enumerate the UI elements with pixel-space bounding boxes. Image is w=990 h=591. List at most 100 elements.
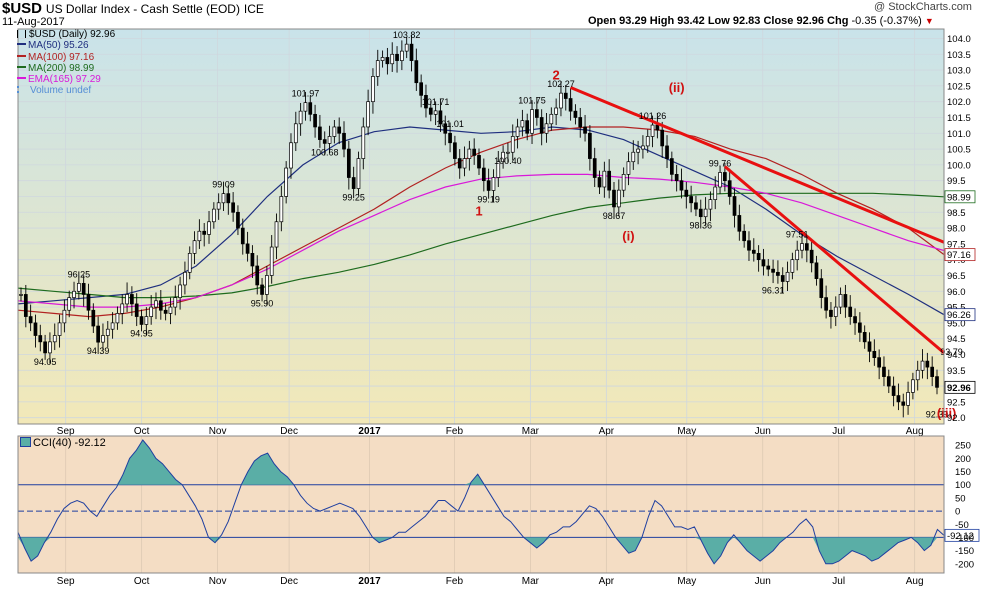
change-value: -0.35 (-0.37%)	[851, 15, 922, 27]
value-annotation: 96.31	[762, 285, 785, 295]
candle-body	[486, 180, 491, 191]
candle-body	[776, 271, 780, 276]
candle-body	[211, 208, 216, 223]
y-tick-label: 100	[955, 480, 971, 491]
y-tick-label: 102.5	[947, 81, 971, 92]
candle-body	[477, 155, 481, 169]
candle-body	[62, 309, 67, 324]
candle-body	[366, 101, 370, 128]
stockcharts-watermark[interactable]: @ StockCharts.com	[874, 1, 972, 13]
candle-body	[935, 376, 939, 388]
y-tick-label: 50	[955, 493, 966, 504]
legend-item-ema165: EMA(165) 97.29	[17, 74, 115, 85]
wave-label: (i)	[622, 229, 634, 244]
y-tick-label: 103.0	[947, 66, 971, 77]
index-name: US Dollar Index - Cash Settle (EOD)	[45, 2, 240, 16]
candle-body	[718, 172, 722, 188]
value-annotation: 98.36	[690, 221, 713, 231]
last-value-label: 92.96	[947, 383, 971, 394]
value-annotation: 101.97	[292, 89, 320, 99]
candle-body	[284, 167, 289, 197]
value-annotation: 103.82	[393, 30, 421, 40]
candle-body	[269, 246, 274, 276]
candle-body	[371, 76, 375, 103]
cci-legend-swatch	[20, 437, 31, 447]
y-tick-label: 98.0	[947, 224, 966, 235]
candle-body	[563, 92, 568, 99]
wave-label: 1	[475, 203, 482, 218]
candle-body	[481, 167, 486, 182]
candle-body	[732, 196, 737, 216]
candle-body	[930, 366, 935, 377]
x-tick-label: Feb	[446, 576, 464, 587]
candle-body	[274, 221, 279, 248]
candle-body	[814, 262, 819, 279]
price-candles	[19, 34, 939, 418]
last-value-box	[944, 380, 976, 394]
y-tick-label: 94.5	[947, 334, 966, 345]
candle-body	[337, 126, 342, 134]
candle-body	[515, 126, 520, 137]
candle-body	[530, 109, 534, 134]
y-tick-label: -50	[955, 520, 969, 531]
candle-body	[621, 174, 626, 191]
candle-body	[130, 294, 134, 305]
legend-item-ma100: MA(100) 97.16	[17, 52, 115, 63]
cci-last-box	[944, 528, 980, 542]
last-value-label: 97.16	[947, 250, 971, 261]
legend-item-ma50: MA(50) 95.26	[17, 40, 115, 51]
candle-body	[510, 136, 515, 153]
value-annotation: 98.67	[603, 211, 626, 221]
cci-fill	[18, 440, 944, 485]
candle-body	[698, 208, 703, 218]
trendlines	[570, 86, 945, 355]
candle-body	[385, 57, 390, 65]
candle-body	[245, 243, 250, 254]
candle-body	[318, 126, 322, 140]
chart-title: $USD US Dollar Index - Cash Settle (EOD)…	[2, 0, 264, 17]
price-annotations: 96.25 94.05 94.39 94.95 99.09 95.90 101.97 100.…	[34, 30, 963, 421]
candle-body	[163, 309, 168, 314]
candle-body	[77, 283, 81, 292]
candle-body	[694, 202, 698, 210]
candle-body	[737, 215, 742, 232]
value-annotation: 94.05	[34, 357, 57, 367]
y-tick-label: 100.0	[947, 160, 971, 171]
candle-body	[901, 401, 906, 406]
candle-body	[554, 107, 558, 115]
legend-label: MA(50) 95.26	[28, 40, 89, 52]
candle-body	[400, 50, 404, 61]
legend-price-icon	[17, 30, 26, 38]
candle-body	[751, 249, 756, 254]
last-value-box	[944, 248, 976, 262]
candle-body	[669, 158, 674, 175]
price-panel-background	[18, 29, 944, 424]
candle-body	[877, 357, 881, 368]
y-tick-label: 250	[955, 441, 971, 452]
x-tick-label: Oct	[134, 426, 150, 437]
legend-volume-icon	[17, 86, 28, 94]
candle-body	[506, 151, 510, 154]
legend-item-volume: Volume undef	[17, 85, 115, 96]
y-tick-label: 96.0	[947, 287, 966, 298]
ma-line	[17, 192, 945, 299]
candle-body	[602, 170, 607, 188]
candle-body	[535, 109, 539, 118]
candle-body	[843, 294, 848, 308]
value-annotation: 100.40	[494, 156, 522, 166]
candle-body	[327, 136, 332, 144]
value-annotation: 102.27	[547, 79, 575, 89]
candle-body	[819, 278, 824, 298]
legend-line-swatch	[17, 54, 26, 57]
candle-body	[616, 189, 621, 208]
candle-body	[896, 395, 901, 403]
value-annotation: 92.39	[926, 409, 949, 419]
candle-body	[346, 148, 351, 178]
y-tick-label: 97.5	[947, 239, 966, 250]
candle-body	[139, 316, 144, 325]
candle-body	[52, 335, 57, 343]
candle-body	[134, 303, 139, 317]
price-y-axis: 92.092.593.093.594.094.595.095.596.096.5…	[947, 34, 971, 424]
x-tick-label: Apr	[599, 426, 615, 437]
